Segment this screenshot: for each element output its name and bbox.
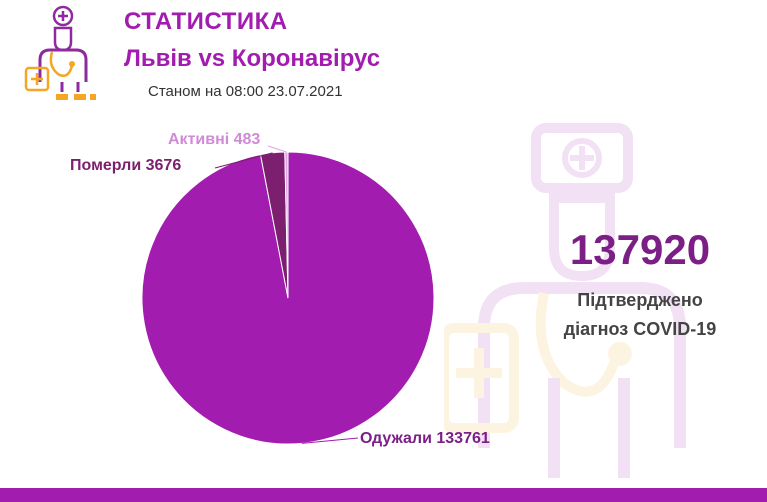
pie-label-deaths: Померли 3676 bbox=[70, 157, 181, 174]
pie-slices bbox=[141, 151, 435, 445]
pie-slice-active bbox=[284, 151, 289, 299]
pie-leader-line bbox=[267, 145, 287, 153]
doctor-watermark-icon bbox=[444, 123, 686, 478]
pie-leader-lines bbox=[214, 145, 359, 444]
caption-line-2: діагноз COVID-19 bbox=[563, 319, 717, 339]
page-title: СТАТИСТИКА bbox=[124, 8, 288, 35]
pie-label-recovered: Одужали 133761 bbox=[360, 430, 490, 447]
total-cases-caption: Підтверджено діагноз COVID-19 bbox=[520, 286, 760, 344]
doctor-logo-icon bbox=[24, 5, 96, 100]
pie-leader-line bbox=[301, 437, 359, 444]
date-line: Станом на 08:00 23.07.2021 bbox=[148, 83, 343, 100]
pie-label-active: Активні 483 bbox=[168, 131, 260, 148]
pie-leader-line bbox=[214, 152, 273, 169]
total-cases-value: 137920 bbox=[569, 226, 711, 273]
footer-bar bbox=[0, 488, 767, 502]
page-subtitle: Львів vs Коронавірус bbox=[124, 45, 381, 72]
caption-line-1: Підтверджено bbox=[577, 290, 703, 310]
